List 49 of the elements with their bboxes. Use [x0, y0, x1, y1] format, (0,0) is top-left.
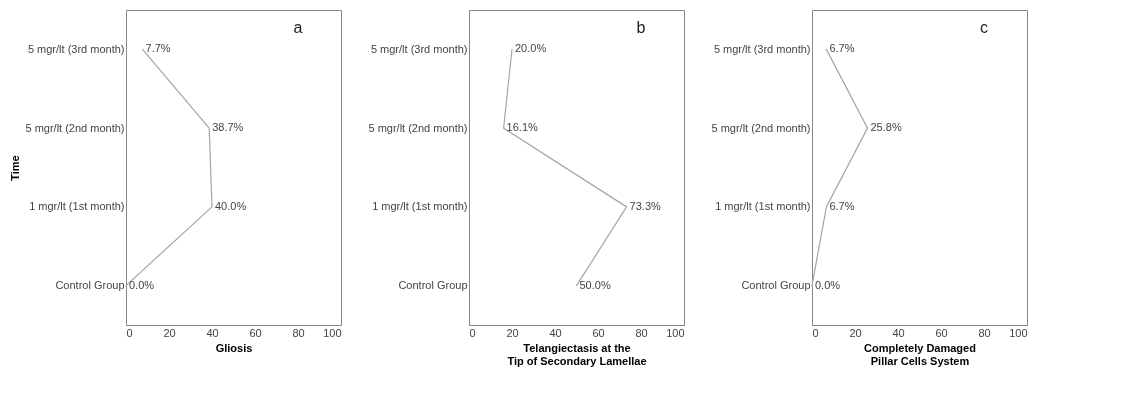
data-label: 20.0% — [515, 42, 547, 55]
x-tick-label: 100 — [323, 326, 342, 339]
annotation: b — [636, 19, 646, 36]
x-tick-label: 60 — [592, 326, 605, 339]
y-tick-label: 5 mgr/lt (3rd month) — [713, 42, 811, 55]
x-tick-label: 80 — [292, 326, 305, 339]
x-tick-label: 0 — [469, 326, 476, 339]
y-tick-label: 5 mgr/lt (2nd month) — [711, 121, 811, 134]
x-tick-label: 60 — [935, 326, 948, 339]
x-tick-label: 0 — [812, 326, 819, 339]
x-axis-title: Telangiectasis at the Tip of Secondary Lamellae — [507, 341, 647, 367]
y-tick-label: 5 mgr/lt (2nd month) — [368, 121, 468, 134]
annotation: c — [980, 19, 988, 36]
x-tick-label: 80 — [978, 326, 991, 339]
y-tick-label: 5 mgr/lt (3rd month) — [370, 42, 468, 55]
x-tick-label: 0 — [126, 326, 133, 339]
y-tick-label: 1 mgr/lt (1st month) — [29, 200, 125, 213]
x-tick-label: 20 — [849, 326, 862, 339]
x-tick-label: 20 — [163, 326, 176, 339]
data-label: 25.8% — [870, 121, 902, 134]
y-axis-title: Time — [9, 155, 22, 181]
annotation: a — [293, 19, 303, 36]
x-tick-label: 80 — [635, 326, 648, 339]
data-label: 73.3% — [629, 199, 661, 212]
data-label: 40.0% — [215, 199, 247, 212]
x-axis-title: Gliosis — [215, 341, 253, 354]
x-tick-label: 100 — [1009, 326, 1028, 339]
y-tick-label: 5 mgr/lt (3rd month) — [27, 42, 125, 55]
y-tick-label: 1 mgr/lt (1st month) — [372, 200, 468, 213]
data-label: 0.0% — [815, 278, 841, 291]
y-tick-label: Control Group — [741, 279, 811, 292]
y-tick-label: 1 mgr/lt (1st month) — [715, 200, 811, 213]
data-label: 16.1% — [506, 121, 539, 134]
x-tick-label: 40 — [206, 326, 219, 339]
data-label: 6.7% — [829, 42, 855, 55]
x-tick-label: 60 — [249, 326, 262, 339]
x-tick-label: 20 — [506, 326, 519, 339]
data-label: 0.0% — [129, 278, 155, 291]
data-label: 50.0% — [579, 278, 611, 291]
data-label: 7.7% — [145, 42, 171, 55]
x-tick-label: 100 — [666, 326, 685, 339]
data-label: 38.7% — [212, 121, 244, 134]
data-label: 6.7% — [829, 199, 855, 212]
y-tick-label: Control Group — [398, 279, 468, 292]
x-axis-title: Completely Damaged Pillar Cells System — [864, 341, 976, 367]
y-tick-label: 5 mgr/lt (2nd month) — [25, 121, 125, 134]
x-tick-label: 40 — [549, 326, 562, 339]
y-tick-label: Control Group — [55, 279, 125, 292]
x-tick-label: 40 — [892, 326, 905, 339]
